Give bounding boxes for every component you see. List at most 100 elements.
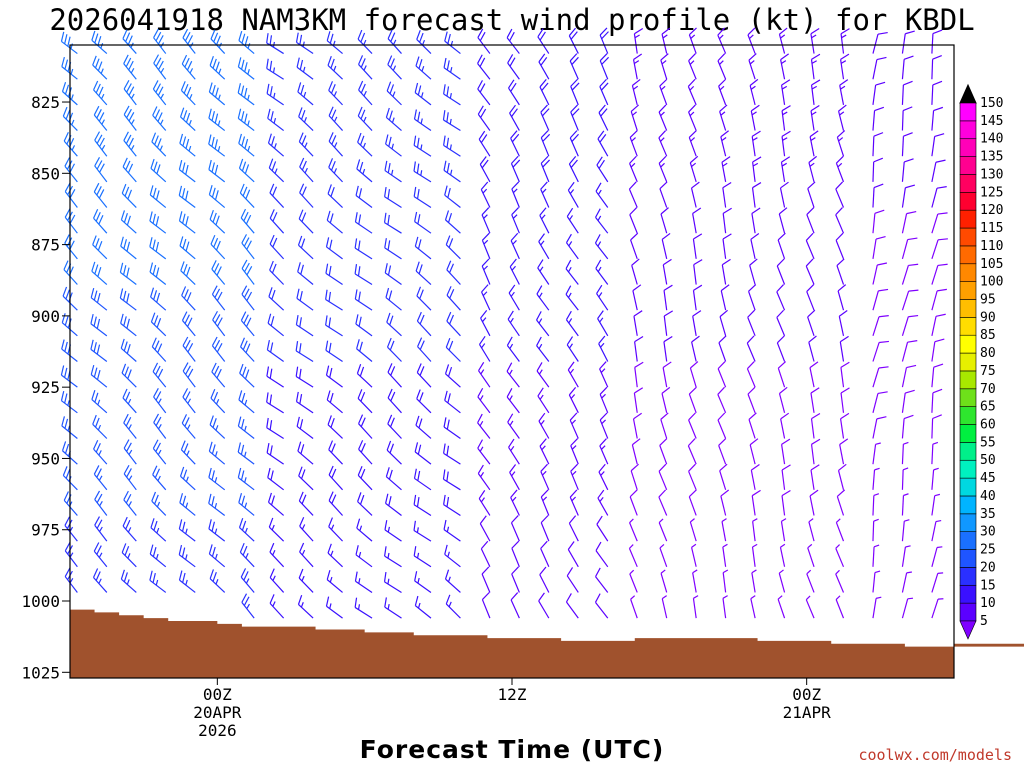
wind-barb (358, 80, 373, 106)
wind-barb (240, 208, 255, 234)
wind-barb (780, 518, 787, 542)
wind-barb (872, 493, 880, 516)
wind-barb (325, 289, 343, 311)
y-tick-label: 950 (31, 449, 60, 468)
colorbar-swatch (959, 281, 977, 300)
wind-barb (810, 104, 820, 131)
wind-barb (481, 592, 491, 619)
wind-barb (805, 258, 815, 285)
wind-barb (872, 518, 879, 542)
wind-barb (720, 130, 729, 157)
wind-barb (413, 135, 432, 157)
wind-barb (835, 207, 845, 234)
wind-barb (540, 489, 550, 516)
wind-barb (629, 207, 638, 234)
wind-barb (539, 207, 550, 234)
colorbar-label: 60 (980, 418, 996, 433)
colorbar-label: 65 (980, 400, 996, 415)
wind-barb (901, 184, 916, 208)
wind-barb (413, 546, 432, 568)
wind-barb (808, 335, 817, 362)
wind-barb (327, 184, 343, 208)
wind-barb (901, 493, 909, 516)
wind-barb (354, 212, 373, 234)
wind-barb (481, 284, 491, 311)
wind-barb (209, 569, 226, 593)
wind-barb (444, 390, 461, 414)
wind-barb (386, 337, 402, 362)
wind-barb (357, 465, 373, 491)
wind-barb (120, 569, 137, 593)
wind-barb (94, 157, 108, 183)
wind-barb (328, 491, 344, 516)
wind-barb (901, 597, 914, 619)
wind-barb (660, 207, 669, 234)
wind-barb (266, 443, 284, 465)
wind-barb (511, 207, 520, 234)
y-tick-label: 1025 (21, 663, 60, 682)
colorbar-swatch (959, 584, 977, 604)
wind-barb (152, 439, 167, 465)
wind-barb (178, 545, 196, 568)
wind-barb (931, 313, 946, 336)
wind-barb (749, 258, 758, 285)
wind-barb (540, 181, 550, 208)
wind-barb (268, 158, 285, 183)
wind-barb (687, 78, 697, 106)
wind-barb (872, 157, 884, 182)
wind-barb (325, 237, 343, 260)
wind-barb (386, 81, 402, 106)
wind-barb (328, 132, 344, 157)
colorbar-label: 25 (980, 543, 996, 558)
wind-barb (208, 519, 226, 542)
wind-barb (444, 569, 461, 593)
wind-barb (416, 389, 432, 414)
wind-barb (385, 287, 402, 311)
wind-barb (414, 442, 432, 465)
wind-barb (931, 363, 944, 388)
colorbar-label: 110 (980, 239, 1003, 254)
wind-barb (238, 133, 255, 157)
wind-barb (538, 412, 550, 439)
wind-barb (328, 106, 344, 131)
wind-barb (478, 490, 491, 516)
wind-barb (751, 569, 757, 593)
wind-barb (179, 493, 196, 516)
wind-barb (152, 362, 167, 388)
wind-barb (153, 413, 167, 439)
wind-barb (629, 489, 638, 516)
wind-barb (506, 388, 520, 414)
wind-barb (931, 572, 944, 593)
wind-barb (595, 182, 609, 208)
colorbar-swatch (959, 477, 977, 497)
wind-barb (901, 364, 917, 388)
wind-barb (748, 53, 757, 80)
wind-barb (508, 284, 520, 311)
wind-barb (689, 518, 697, 542)
wind-barb (384, 263, 402, 286)
wind-barb (210, 29, 226, 54)
wind-barb (413, 520, 432, 542)
wind-barb (809, 361, 819, 388)
x-tick-label: 00Z (203, 685, 232, 704)
wind-barb (266, 58, 284, 80)
wind-barb (596, 515, 609, 542)
wind-barb (91, 261, 108, 285)
colorbar-label: 45 (980, 471, 996, 486)
wind-barb (328, 440, 344, 465)
wind-barb (298, 491, 314, 516)
wind-barb (121, 543, 137, 568)
colorbar-swatch (959, 531, 977, 550)
wind-barb (721, 156, 731, 182)
colorbar-label: 80 (980, 346, 996, 361)
wind-barb (931, 133, 945, 157)
wind-barb (721, 258, 731, 285)
wind-barb (688, 130, 697, 157)
wind-barb (209, 56, 226, 80)
wind-barb (328, 465, 344, 491)
wind-barb (119, 288, 137, 311)
wind-barb (776, 284, 786, 311)
wind-barb (931, 441, 939, 465)
wind-barb (210, 234, 226, 260)
wind-barb (599, 78, 609, 106)
